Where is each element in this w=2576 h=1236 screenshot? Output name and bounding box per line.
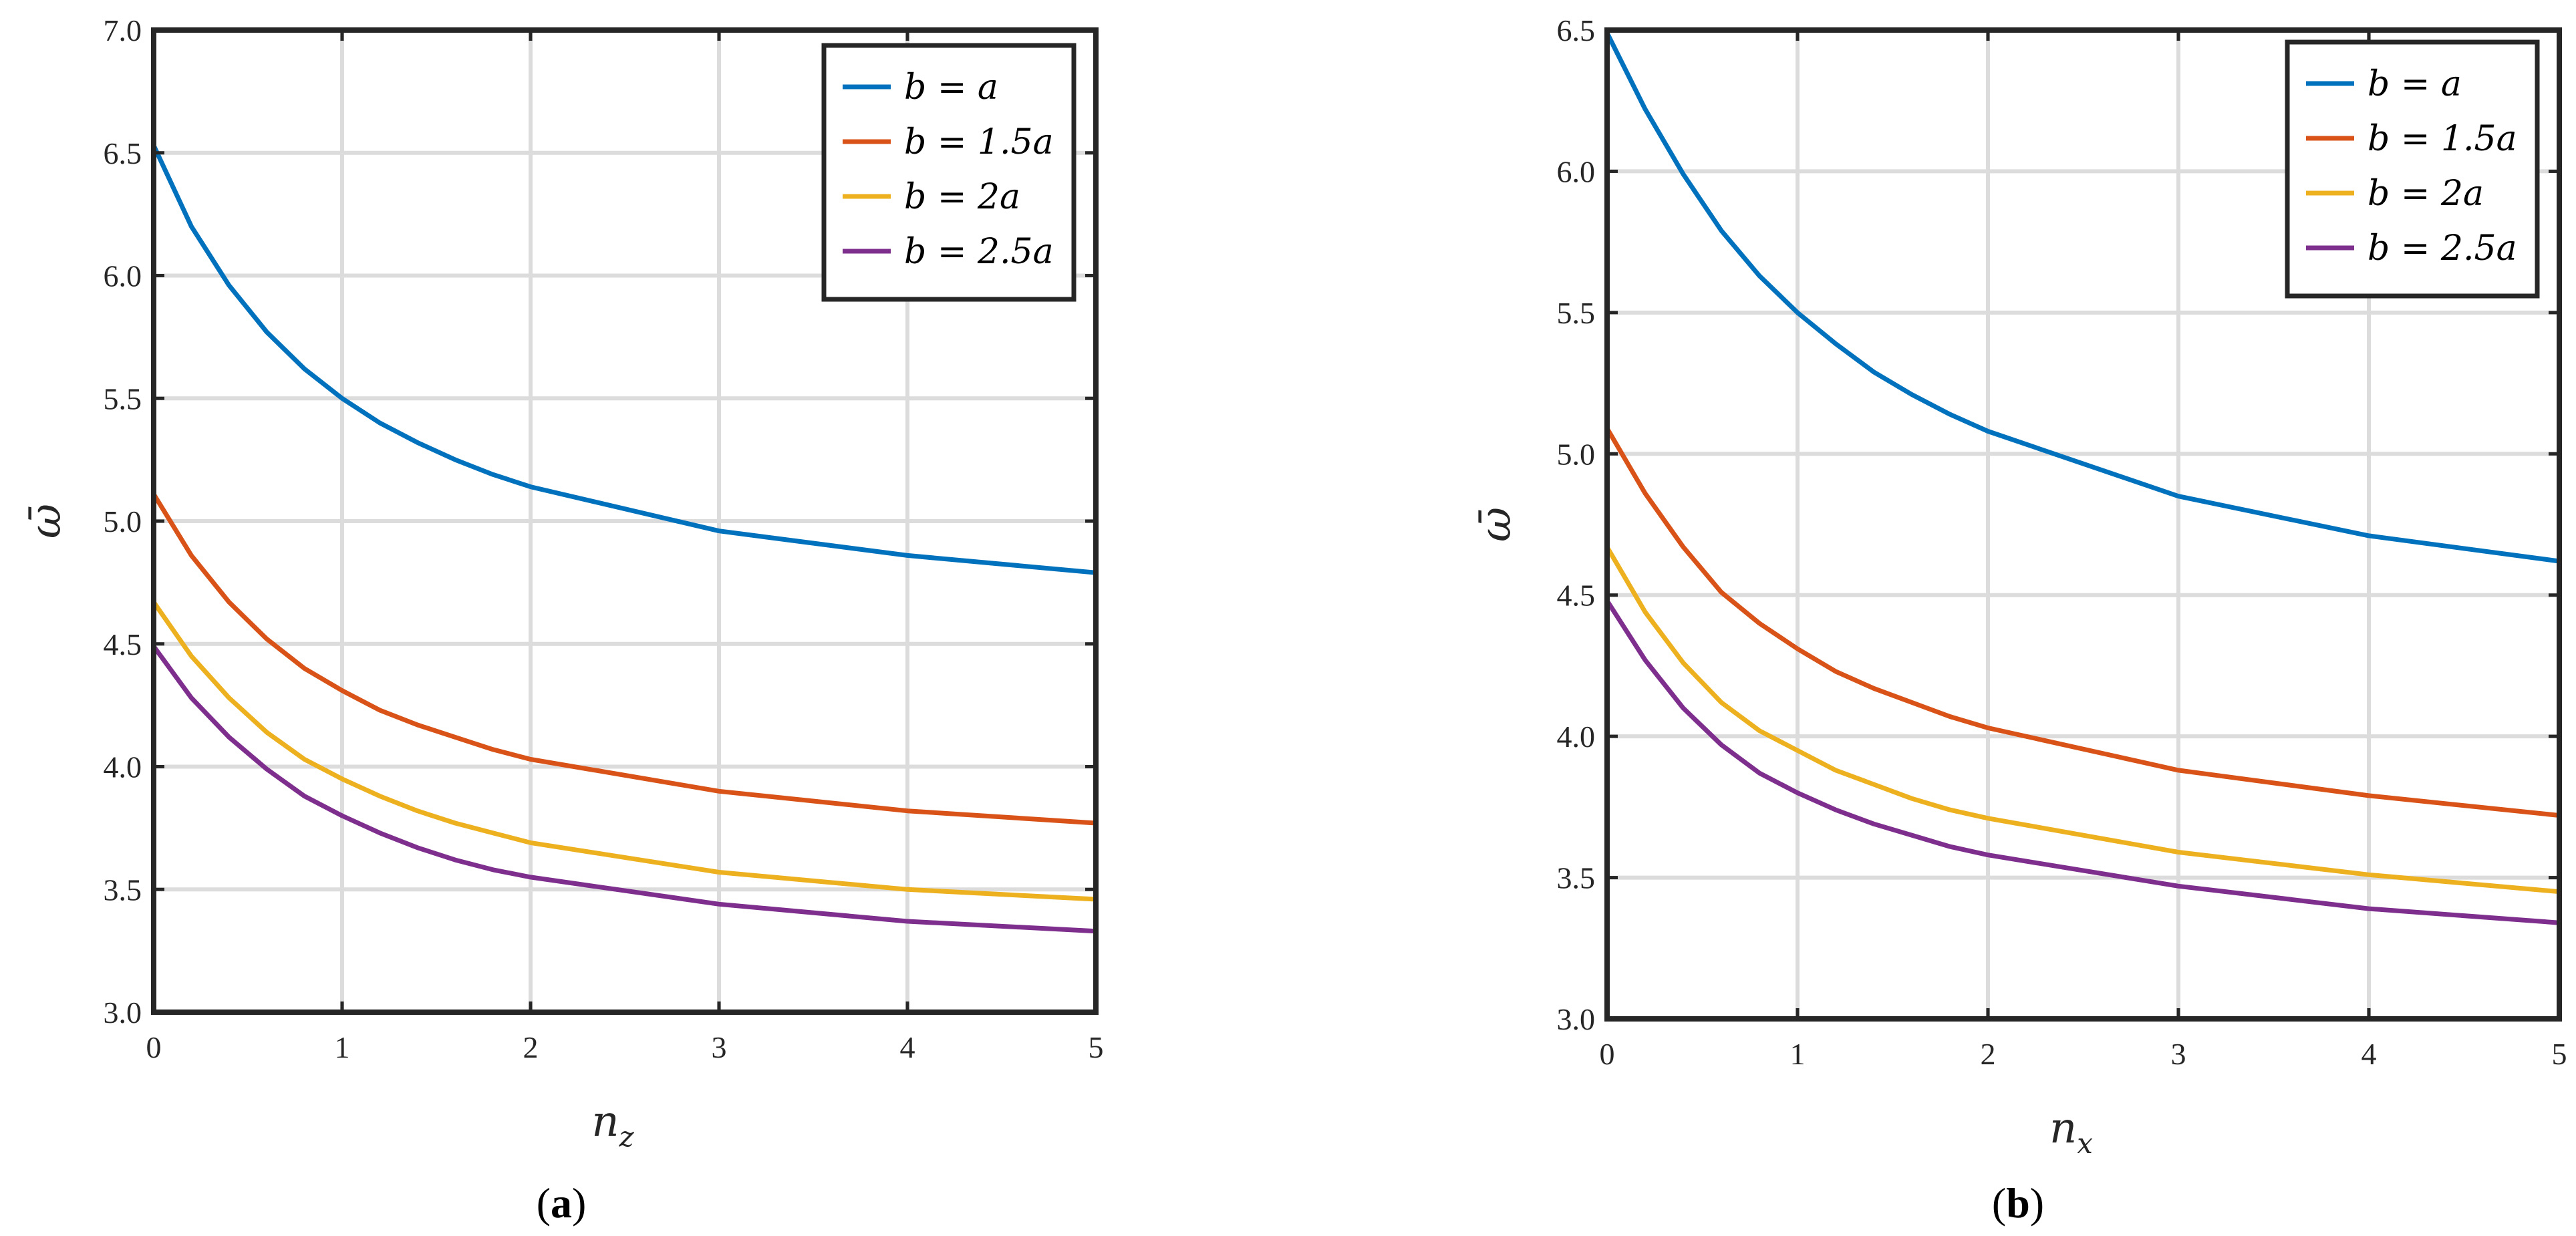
legend-label-3: b = 2a <box>2368 174 2484 214</box>
x-tick-label: 2 <box>523 1030 539 1064</box>
y-tick-label: 5.5 <box>1557 296 1596 330</box>
x-tick-label: 5 <box>2552 1037 2567 1071</box>
series-line-3 <box>151 599 1099 902</box>
y-tick-label: 7.0 <box>104 13 142 47</box>
y-tick-label: 4.5 <box>104 627 142 661</box>
legend-label-2: b = 1.5a <box>904 122 1054 162</box>
chart-a: 0 1 2 3 4 5 3.0 3.5 4.0 4.5 5.0 5.5 6.0 6.5 7.0 ω̄ nz b =… <box>21 13 1104 1227</box>
x-tick-label: 0 <box>1600 1037 1615 1071</box>
caption-close-paren: ) <box>572 1179 586 1227</box>
x-axis-label-base: n <box>591 1097 619 1146</box>
caption-letter: b <box>2006 1179 2030 1227</box>
caption-close-paren: ) <box>2030 1179 2044 1227</box>
chart-b: 0 1 2 3 4 5 3.0 3.5 4.0 4.5 5.0 5.5 6.0 6.5 ω̄ nx b = a b… <box>1471 13 2567 1227</box>
x-axis-label-subscript: x <box>2077 1127 2093 1160</box>
x-axis-label: nz <box>591 1097 634 1153</box>
x-tick-label: 2 <box>1981 1037 1996 1071</box>
x-tick-label: 4 <box>2362 1037 2377 1071</box>
x-tick-label: 1 <box>335 1030 350 1064</box>
y-tick-label: 3.5 <box>104 873 142 907</box>
series-line-1 <box>1604 30 2562 564</box>
y-tick-label: 6.0 <box>104 259 142 293</box>
series-line-2 <box>1604 426 2562 818</box>
series-line-4 <box>151 643 1099 934</box>
y-tick-label: 5.5 <box>104 381 142 416</box>
series-line-1 <box>151 143 1099 575</box>
series-line-3 <box>1604 545 2562 895</box>
x-axis-label-subscript: z <box>619 1120 635 1153</box>
caption-open-paren: ( <box>1992 1179 2006 1227</box>
y-tick-label: 3.0 <box>104 995 142 1030</box>
y-tick-label: 5.0 <box>1557 437 1596 471</box>
subfigure-caption: (a) <box>537 1179 587 1227</box>
y-tick-label: 6.5 <box>1557 13 1596 47</box>
x-tick-label: 4 <box>900 1030 915 1064</box>
x-tick-label: 3 <box>2171 1037 2186 1071</box>
x-tick-label: 5 <box>1089 1030 1104 1064</box>
y-tick-label: 6.5 <box>104 136 142 170</box>
x-axis-label-base: n <box>2049 1104 2077 1153</box>
series-line-4 <box>1604 598 2562 925</box>
caption-letter: a <box>551 1179 572 1227</box>
legend-label-1: b = a <box>904 67 998 108</box>
y-tick-label: 4.5 <box>1557 579 1596 613</box>
x-axis-label: nx <box>2049 1104 2093 1160</box>
legend-label-2: b = 1.5a <box>2368 119 2517 159</box>
y-tick-label: 3.5 <box>1557 861 1596 895</box>
legend-label-3: b = 2a <box>904 177 1020 217</box>
y-tick-label: 4.0 <box>1557 720 1596 754</box>
y-axis-label: ω̄ <box>1471 507 1521 542</box>
x-tick-label: 1 <box>1790 1037 1806 1071</box>
y-tick-label: 6.0 <box>1557 154 1596 188</box>
x-tick-label: 3 <box>712 1030 727 1064</box>
y-tick-label: 3.0 <box>1557 1002 1596 1036</box>
y-tick-label: 4.0 <box>104 750 142 784</box>
legend-label-4: b = 2.5a <box>2368 228 2517 269</box>
y-axis-label: ω̄ <box>21 504 71 538</box>
legend-label-1: b = a <box>2368 64 2462 104</box>
caption-open-paren: ( <box>537 1179 551 1227</box>
axes-frame <box>1604 27 2562 1022</box>
x-tick-label: 0 <box>146 1030 162 1064</box>
legend-label-4: b = 2.5a <box>904 232 1054 272</box>
subfigure-caption: (b) <box>1992 1179 2044 1227</box>
series-line-2 <box>151 492 1099 826</box>
y-tick-label: 5.0 <box>104 504 142 538</box>
